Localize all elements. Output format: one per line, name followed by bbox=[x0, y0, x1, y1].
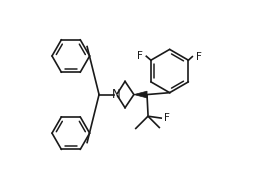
Text: N: N bbox=[112, 88, 120, 101]
Polygon shape bbox=[134, 91, 147, 98]
Text: F: F bbox=[164, 113, 170, 123]
Text: F: F bbox=[137, 51, 143, 61]
Text: F: F bbox=[196, 52, 201, 62]
